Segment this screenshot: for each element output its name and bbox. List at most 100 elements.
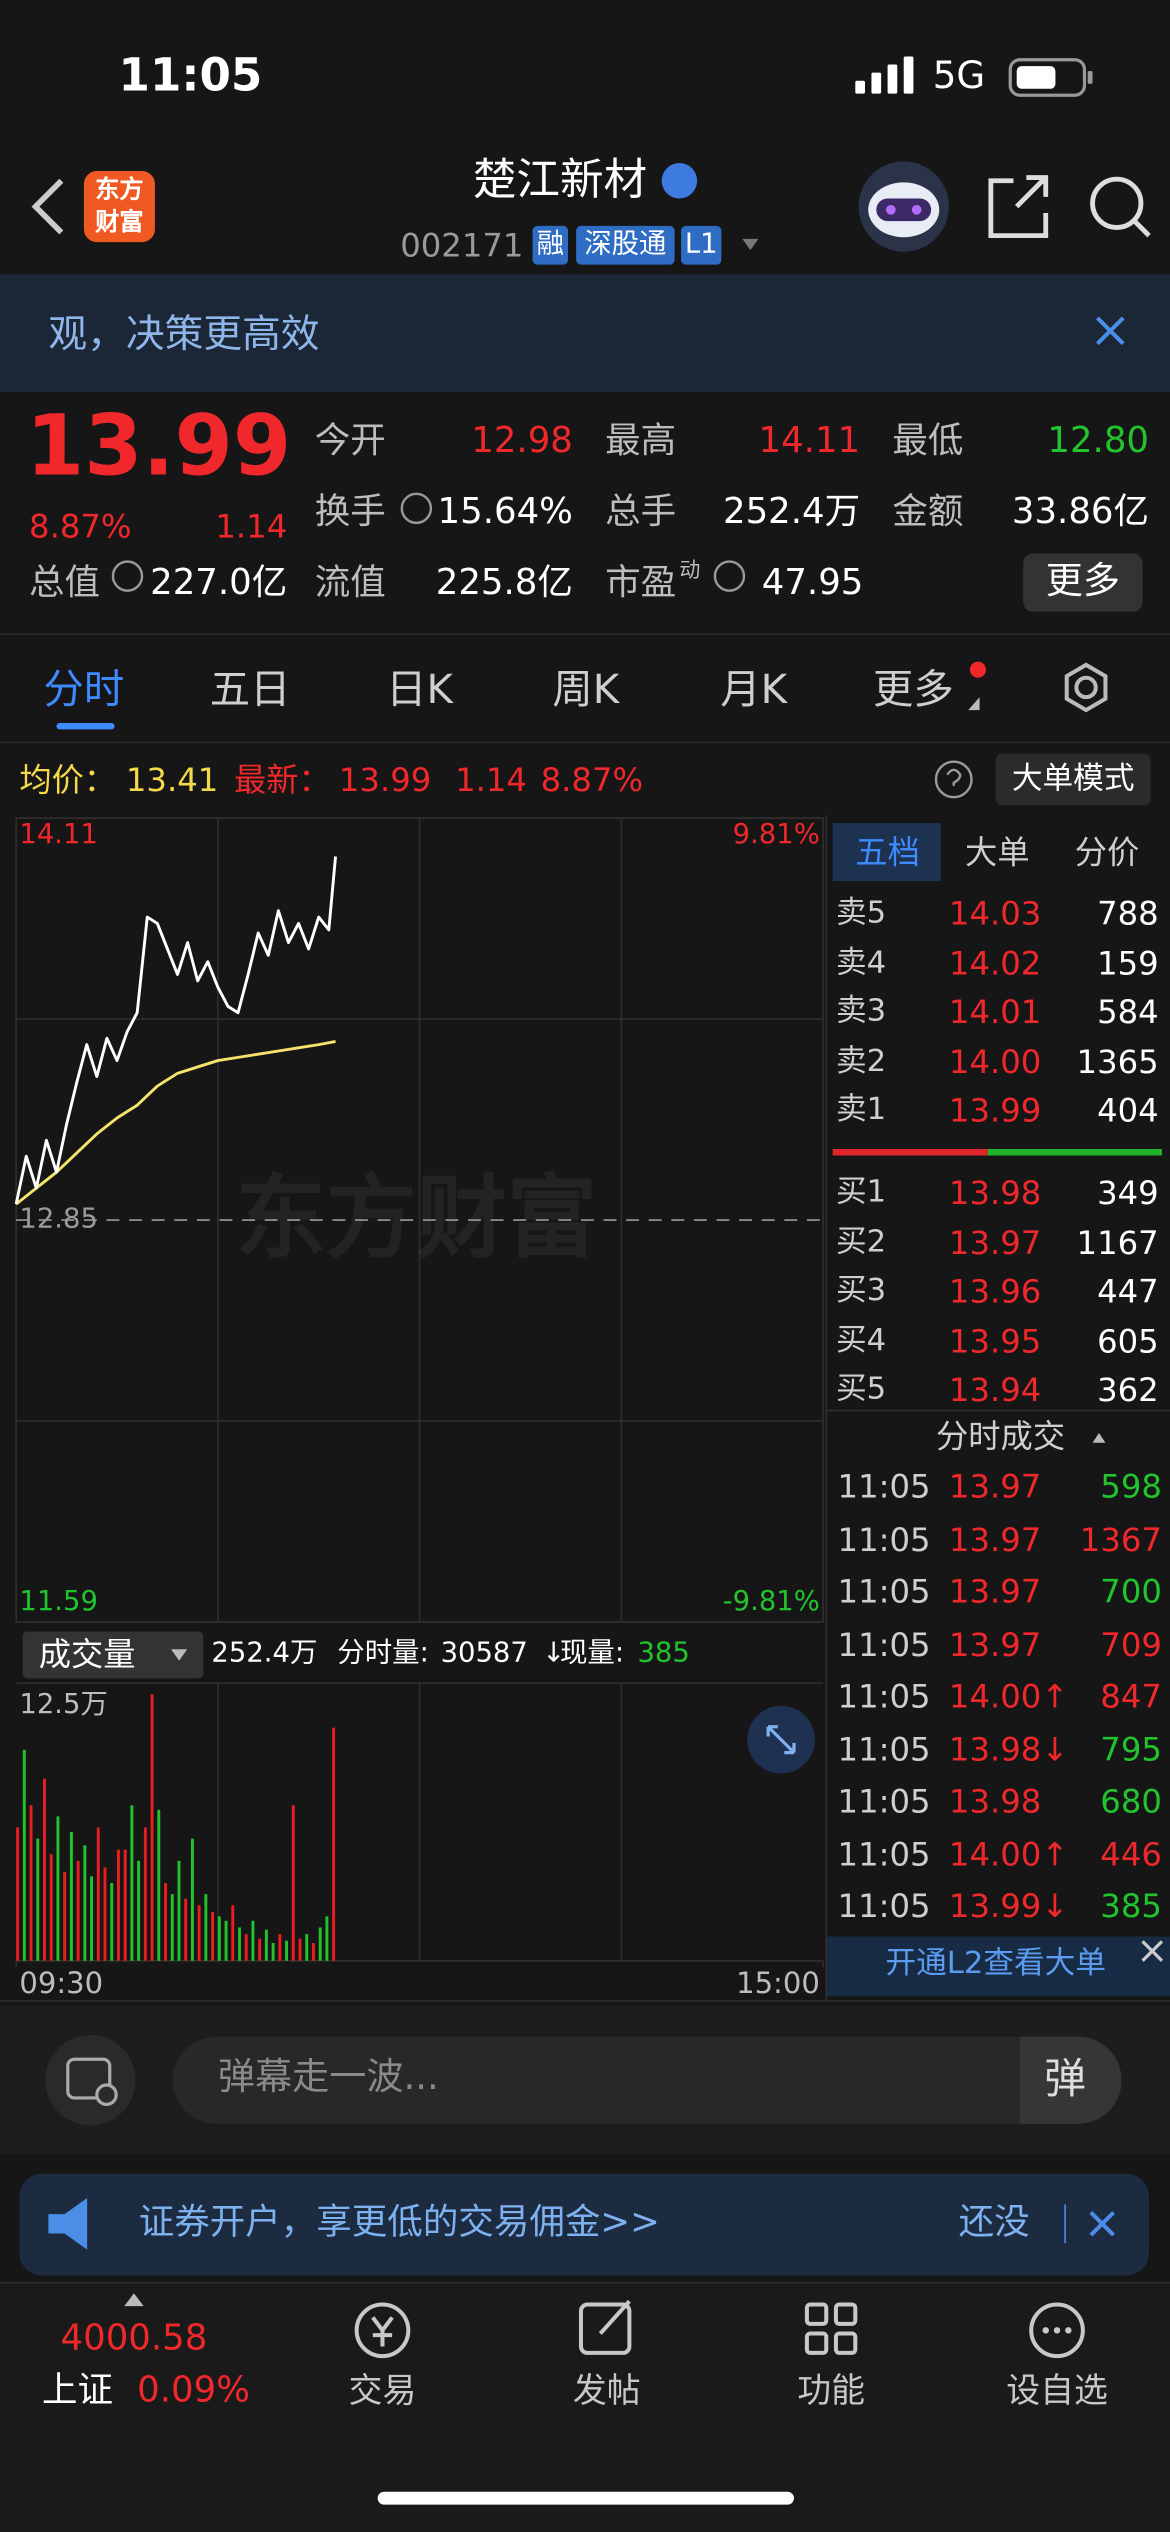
volume-bar [325,1916,329,1961]
volume-bar [137,1860,141,1961]
nav-item[interactable]: 发帖 [572,2371,641,2411]
x-tick-label: 09:30 [19,1967,104,2002]
ad-text[interactable]: 证券开户，享更低的交易佣金>> [138,2202,660,2244]
trade-time: 11:05 [837,1624,931,1664]
order-qty: 1167 [1076,1222,1159,1262]
stock-code: 002171 [400,225,524,265]
comment-input[interactable] [172,2036,1122,2124]
volume-bar [110,1883,114,1961]
watermark: 东方财富 [236,1166,597,1271]
trade-qty: 700 [1100,1571,1162,1611]
field-label: 总手 [605,492,677,533]
back-button[interactable] [31,178,64,235]
field-value: 15.64% [437,492,573,533]
trade-time: 11:05 [837,1729,931,1768]
field-label: 总值 [29,563,101,604]
expand-button[interactable] [747,1705,815,1774]
order-label: 买4 [835,1321,887,1358]
panel-tab[interactable]: 大单 [965,832,1030,872]
trade-time: 11:05 [837,1834,931,1873]
mode-button-label[interactable]: 大单模式 [1011,760,1135,797]
index-expand[interactable] [124,2293,144,2307]
order-qty: 605 [1097,1320,1159,1360]
field-value: 47.95 [761,563,864,604]
panel-tab-active[interactable] [832,823,941,882]
comment-send-label[interactable]: 弹 [1044,2055,1087,2105]
banner-text: 观，决策更高效 [48,311,320,357]
ad-side: 还没 [958,2202,1030,2244]
share-button[interactable] [988,175,1049,239]
volume-bar [251,1920,255,1961]
chart-tab[interactable]: 月K [720,665,788,713]
settings-button[interactable] [1064,662,1108,713]
order-qty: 159 [1097,943,1159,982]
chart-tab[interactable]: 日K [386,665,453,713]
chart-tab[interactable]: 更多 [873,665,954,713]
comment-send[interactable] [1019,2036,1122,2124]
volume-selector[interactable] [22,1631,204,1679]
volume-bar [231,1905,235,1961]
volume-bar [184,1898,188,1961]
nav-item[interactable]: 交易 [348,2371,417,2411]
order-qty: 404 [1097,1090,1159,1130]
mode-button[interactable] [995,753,1151,806]
trade-price: 13.98↓ [948,1729,1069,1768]
volume-bar [318,1927,322,1961]
nav-item[interactable]: 设自选 [1006,2371,1108,2411]
chart-tab[interactable]: 五日 [209,665,291,713]
chart-tab[interactable]: 周K [552,665,620,713]
trade-price: 13.97 [948,1571,1042,1611]
volume-bar [49,1854,53,1961]
badge: 融 [536,228,565,261]
index-value: 4000.58 [60,2319,208,2360]
volume-selector-label[interactable]: 成交量 [38,1634,136,1674]
more-button[interactable] [1023,553,1143,612]
volume-total: 252.4万 [211,1637,318,1670]
trades-title: 分时成交 [935,1416,1066,1456]
order-qty: 584 [1097,992,1159,1032]
volume-bar [332,1727,336,1961]
search-button[interactable] [1090,176,1151,238]
field-label: 换手 [314,492,386,533]
panel-tab[interactable]: 五档 [855,832,920,872]
collapse-icon[interactable] [1092,1433,1106,1443]
dropdown-icon[interactable] [742,238,759,251]
volume-bar [16,1827,20,1961]
volume-bar [96,1827,100,1961]
trade-qty: 795 [1100,1729,1162,1768]
help-icon[interactable] [934,760,973,799]
danmaku-toggle[interactable] [45,2034,136,2126]
comment-placeholder[interactable]: 弹幕走一波... [217,2056,439,2099]
order-label: 卖2 [835,1042,887,1079]
panel-tab[interactable]: 分价 [1074,832,1140,872]
field-label: 最高 [605,421,677,462]
assistant-avatar[interactable] [858,161,949,252]
bottom-bar [0,2281,1170,2532]
chart-tab[interactable]: 分时 [43,665,125,713]
minute-volume-label: 分时量: [337,1637,429,1670]
banner-close[interactable] [1095,316,1125,346]
l2-close[interactable] [1141,1940,1164,1962]
volume-bar [29,1805,33,1961]
order-qty: 788 [1097,894,1159,933]
minute-volume: 30587 [440,1637,528,1670]
ad-bg[interactable] [19,2173,1150,2276]
ad-close[interactable] [1089,2211,1115,2237]
order-price: 14.03 [948,894,1042,933]
volume-bar [123,1849,127,1961]
volume-bar [76,1860,80,1961]
order-qty: 362 [1097,1370,1159,1409]
l2-link-bg[interactable] [826,1936,1170,1997]
l2-link[interactable]: 开通L2查看大单 [885,1945,1107,1981]
logo-text: 东方 [95,175,144,205]
tab-underline [56,722,115,730]
trade-qty: 709 [1100,1624,1162,1664]
avg-value: 13.41 [125,760,219,799]
order-price: 14.02 [948,943,1042,982]
volume-bar [285,1940,289,1961]
field-value: 12.80 [1047,421,1150,462]
last-price: 13.99 [25,398,292,496]
more-button-label[interactable]: 更多 [1045,560,1120,603]
nav-item[interactable]: 功能 [797,2371,865,2411]
